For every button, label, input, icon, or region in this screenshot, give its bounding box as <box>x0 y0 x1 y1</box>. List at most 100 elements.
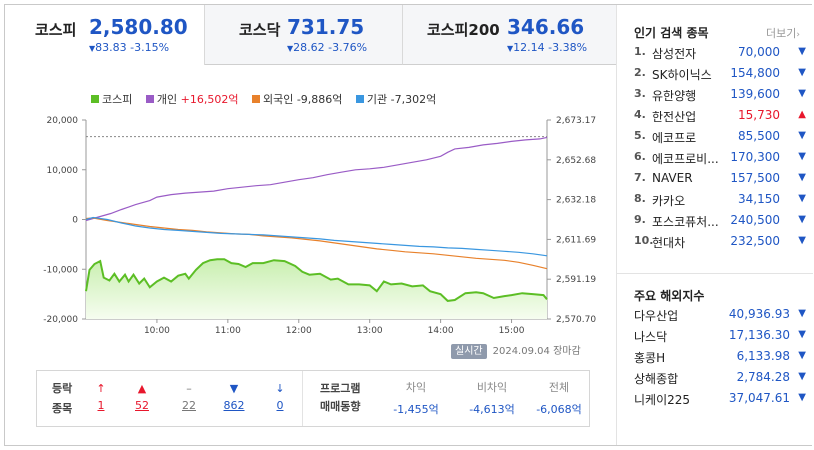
tab-change-text: 12.14 -3.38% <box>513 41 588 54</box>
stock-name[interactable]: 유한양행 <box>652 89 697 103</box>
fall-cell[interactable]: ▼ 862 <box>216 381 252 412</box>
program-value: -4,613억 <box>469 403 515 416</box>
popular-item[interactable]: 9. 포스코퓨처... 240,500 ▼ <box>634 211 806 232</box>
upper-limit-count[interactable]: 1 <box>97 399 105 412</box>
tab-kospi200[interactable]: 코스피200 346.66 ▼12.14 -3.38% <box>403 5 616 65</box>
x-tick-label: 12:00 <box>286 326 312 335</box>
popular-item[interactable]: 2. SK하이닉스 154,800 ▼ <box>634 64 806 85</box>
rank-number: 7. <box>634 171 646 184</box>
fall-count[interactable]: 862 <box>223 399 245 412</box>
stock-price: 154,800 <box>730 66 780 80</box>
index-name[interactable]: 다우산업 <box>634 309 679 323</box>
down-triangle-icon: ▼ <box>798 88 806 99</box>
world-index-item[interactable]: 나스닥 17,136.30 ▼ <box>634 326 806 347</box>
stock-name[interactable]: 현대차 <box>652 236 686 250</box>
program-head: 차익 <box>405 381 427 394</box>
y-tick-label-left: -10,000 <box>43 265 78 275</box>
lower-limit-icon: ↓ <box>275 382 285 395</box>
update-stamp: 실시간 2024.09.04 장마감 <box>451 342 581 359</box>
chart-legend: 코스피 개인 +16,502억 외국인 -9,886억 기관 -7,302억 <box>91 91 446 107</box>
up-triangle-icon: ▲ <box>137 382 147 395</box>
tab-name: 코스피 <box>35 21 77 39</box>
tab-change-text: 83.83 -3.15% <box>95 41 170 54</box>
stock-name[interactable]: 포스코퓨처... <box>652 215 719 229</box>
flat-count[interactable]: 22 <box>182 399 196 412</box>
popular-item[interactable]: 7. NAVER 157,500 ▼ <box>634 169 806 190</box>
index-panel: 코스피 2,580.80 ▼83.83 -3.15% 코스닥 731.75 ▼2… <box>5 5 616 445</box>
popular-item[interactable]: 10. 현대차 232,500 ▼ <box>634 232 806 253</box>
index-name[interactable]: 홍콩H <box>634 351 666 365</box>
stock-name[interactable]: 에코프로비... <box>652 152 719 166</box>
popular-item[interactable]: 5. 에코프로 85,500 ▼ <box>634 127 806 148</box>
program-non-arbitrage: 비차익 -4,613억 <box>456 379 528 417</box>
series-line-기관 <box>85 216 548 257</box>
rise-cell[interactable]: ▲ 52 <box>124 381 160 412</box>
stock-name[interactable]: 카카오 <box>652 194 686 208</box>
rank-number: 6. <box>634 150 646 163</box>
down-triangle-icon: ▼ <box>507 44 514 53</box>
rise-count[interactable]: 52 <box>135 399 149 412</box>
index-price: 17,136.30 <box>728 328 790 342</box>
rank-number: 3. <box>634 87 646 100</box>
stock-price: 15,730 <box>738 108 780 122</box>
tab-value: 731.75 <box>287 15 365 39</box>
lower-limit-cell[interactable]: ↓ 0 <box>262 381 298 412</box>
program-value: -6,068억 <box>536 403 582 416</box>
lower-limit-count[interactable]: 0 <box>276 399 284 412</box>
market-stats: 등락 종목 ↑ 1 ▲ 52 – 22 ▼ 862 <box>36 370 590 427</box>
market-widget: 코스피 2,580.80 ▼83.83 -3.15% 코스닥 731.75 ▼2… <box>4 4 813 446</box>
x-tick-label: 14:00 <box>428 326 454 335</box>
stock-name[interactable]: 삼성전자 <box>652 47 697 61</box>
stock-price: 232,500 <box>730 234 780 248</box>
down-triangle-icon: ▼ <box>229 382 239 395</box>
popular-title: 인기 검색 종목 <box>634 26 709 40</box>
stock-name[interactable]: 한전산업 <box>652 110 697 124</box>
more-link-label: 더보기 <box>766 27 797 40</box>
rank-number: 5. <box>634 129 646 142</box>
legend-item-foreign: 외국인 -9,886억 <box>251 93 342 106</box>
y-tick-label-right: 2,591.19 <box>556 275 596 285</box>
index-name[interactable]: 나스닥 <box>634 330 668 344</box>
upper-limit-cell[interactable]: ↑ 1 <box>83 381 119 412</box>
down-triangle-icon: ▼ <box>798 371 806 382</box>
program-label: 프로그램 <box>320 382 361 395</box>
rank-number: 10. <box>634 234 654 247</box>
up-triangle-icon: ▲ <box>798 109 806 120</box>
index-price: 6,133.98 <box>736 349 790 363</box>
world-index-item[interactable]: 니케이225 37,047.61 ▼ <box>634 389 806 410</box>
stock-price: 157,500 <box>730 171 780 185</box>
popular-item[interactable]: 6. 에코프로비... 170,300 ▼ <box>634 148 806 169</box>
stock-name[interactable]: SK하이닉스 <box>652 68 712 82</box>
divider <box>617 273 813 274</box>
legend-swatch <box>355 95 364 103</box>
rank-number: 2. <box>634 66 646 79</box>
flat-cell[interactable]: – 22 <box>171 381 207 412</box>
tab-kospi[interactable]: 코스피 2,580.80 ▼83.83 -3.15% <box>5 5 205 65</box>
down-triangle-icon: ▼ <box>798 130 806 141</box>
updown-summary: 등락 종목 ↑ 1 ▲ 52 – 22 ▼ 862 <box>37 371 302 426</box>
world-index-item[interactable]: 상해종합 2,784.28 ▼ <box>634 368 806 389</box>
index-name[interactable]: 니케이225 <box>634 393 691 407</box>
popular-item[interactable]: 8. 카카오 34,150 ▼ <box>634 190 806 211</box>
popular-item[interactable]: 4. 한전산업 15,730 ▲ <box>634 106 806 127</box>
world-index-item[interactable]: 홍콩H 6,133.98 ▼ <box>634 347 806 368</box>
world-index-item[interactable]: 다우산업 40,936.93 ▼ <box>634 305 806 326</box>
tab-change-text: 28.62 -3.76% <box>293 41 368 54</box>
stock-name[interactable]: NAVER <box>652 171 693 185</box>
rank-number: 9. <box>634 213 646 226</box>
y-tick-label-left: 20,000 <box>47 116 79 126</box>
more-link[interactable]: 더보기› <box>766 25 800 41</box>
tab-kosdaq[interactable]: 코스닥 731.75 ▼28.62 -3.76% <box>205 5 403 65</box>
legend-swatch <box>251 95 260 103</box>
legend-label: 개인 <box>156 93 178 106</box>
rank-number: 8. <box>634 192 646 205</box>
popular-item[interactable]: 1. 삼성전자 70,000 ▼ <box>634 43 806 64</box>
tab-change: ▼12.14 -3.38% <box>507 41 587 54</box>
index-price: 37,047.61 <box>728 391 790 405</box>
index-name[interactable]: 상해종합 <box>634 372 679 386</box>
series-line-코스피 <box>85 258 548 302</box>
down-triangle-icon: ▼ <box>798 308 806 319</box>
down-triangle-icon: ▼ <box>89 44 96 53</box>
stock-name[interactable]: 에코프로 <box>652 131 697 145</box>
popular-item[interactable]: 3. 유한양행 139,600 ▼ <box>634 85 806 106</box>
